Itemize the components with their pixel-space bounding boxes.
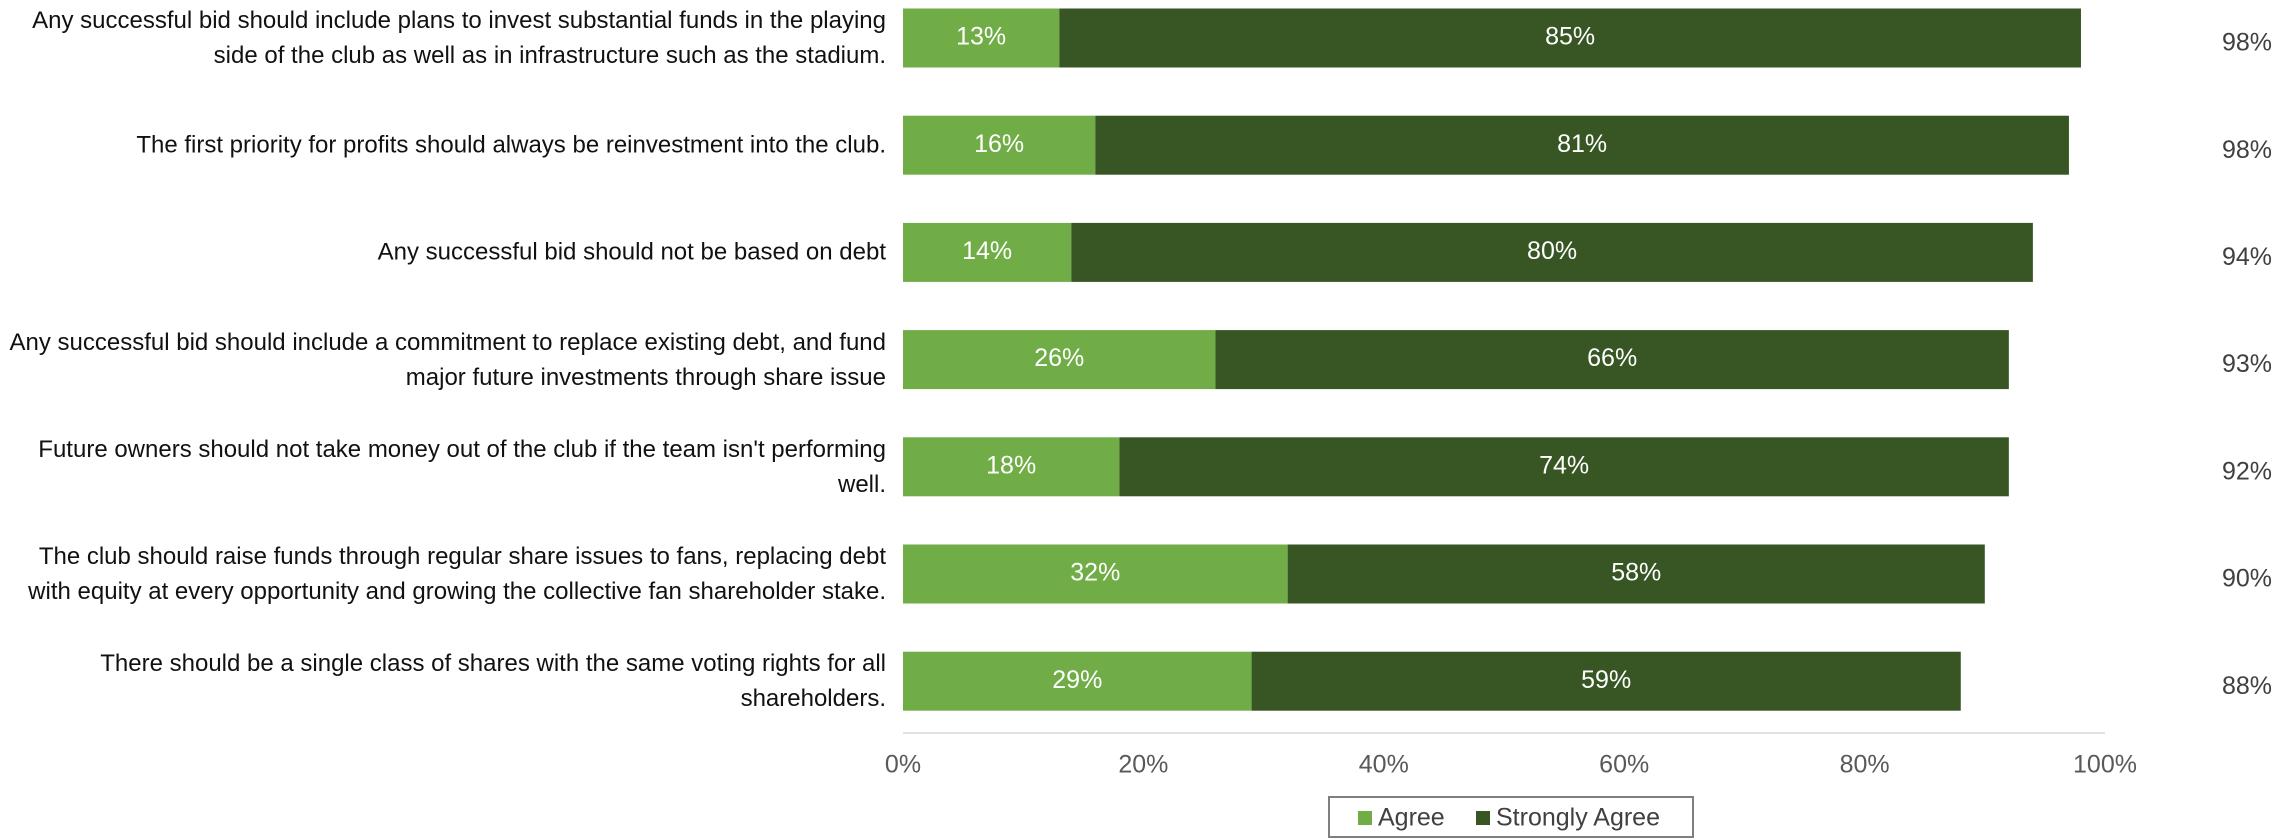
bar-value-label: 32% [1070,559,1120,587]
total-label: 88% [2222,672,2272,700]
bar-segment [903,222,1072,282]
category-label: The first priority for profits should al… [136,131,886,159]
x-tick-label: 20% [1118,751,1168,779]
total-label: 90% [2222,565,2272,593]
category-label: There should be a single class of shares… [100,650,886,713]
bar-segment [903,544,1288,604]
x-tick-label: 100% [2073,751,2137,779]
total-label: 98% [2222,29,2272,57]
bar-segment [1215,330,2009,390]
bar-value-label: 26% [1034,344,1084,372]
bar-segment [903,8,1060,68]
total-label: 92% [2222,457,2272,485]
bar-value-label: 59% [1581,666,1631,694]
bar-value-label: 13% [956,23,1006,51]
bar-segment [1071,222,2033,282]
legend-swatch [1476,811,1490,825]
legend-swatch [1358,811,1372,825]
legend-label: Agree [1378,804,1445,832]
bar-value-label: 66% [1587,344,1637,372]
x-tick-label: 80% [1840,751,1890,779]
bar-value-label: 16% [974,130,1024,158]
bar-value-label: 18% [986,451,1036,479]
legend-label: Strongly Agree [1496,804,1660,832]
category-label: Any successful bid should not be based o… [377,238,886,266]
bar-value-label: 29% [1052,666,1102,694]
bar-segment [1095,115,2069,175]
bar-segment [1119,437,2009,497]
x-tick-label: 0% [885,751,921,779]
bar-segment [903,115,1096,175]
bar-value-label: 58% [1611,559,1661,587]
category-label: Future owners should not take money out … [38,435,886,498]
bar-segment [1059,8,2081,68]
bar-value-label: 14% [962,237,1012,265]
category-label: Any successful bid should include plans … [32,7,886,69]
bar-segment [903,437,1120,497]
category-label: The club should raise funds through regu… [28,543,886,605]
total-label: 94% [2222,243,2272,271]
bar-value-label: 85% [1545,23,1595,51]
total-label: 98% [2222,136,2272,164]
bar-segment [903,651,1252,711]
legend-box [1328,796,1694,838]
bar-segment [1287,544,1985,604]
bar-segment [903,330,1216,390]
bar-segment [1251,651,1961,711]
x-tick-label: 40% [1359,751,1409,779]
total-label: 93% [2222,350,2272,378]
bar-value-label: 80% [1527,237,1577,265]
bar-value-label: 74% [1539,451,1589,479]
bar-value-label: 81% [1557,130,1607,158]
x-tick-label: 60% [1599,751,1649,779]
category-label: Any successful bid should include a comm… [9,328,887,391]
